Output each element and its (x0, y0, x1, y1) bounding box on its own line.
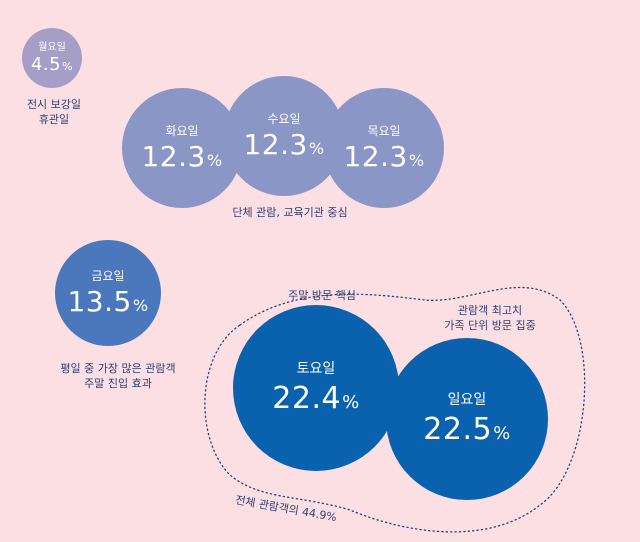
friday-value: 13.5% (67, 285, 149, 318)
thursday-value: 12.3% (343, 140, 425, 173)
sunday-label: 일요일 (447, 392, 487, 408)
wednesday-bubble: 수요일 12.3% (224, 76, 344, 196)
sunday-value: 22.5% (423, 412, 511, 447)
monday-value: 4.5% (30, 53, 74, 75)
thursday-label: 목요일 (367, 124, 401, 138)
friday-note-line2: 주말 진입 효과 (84, 377, 152, 390)
monday-note-line2: 휴관일 (38, 113, 70, 126)
saturday-value: 22.4% (272, 381, 360, 416)
sunday-bubble: 일요일 22.5% (386, 338, 548, 500)
sunday-note: 관람객 최고치 가족 단위 방문 집중 (425, 303, 555, 333)
midweek-note: 단체 관람, 교육기관 중심 (232, 206, 348, 219)
monday-note: 전시 보강일 휴관일 (18, 97, 90, 127)
wednesday-value: 12.3% (243, 128, 325, 161)
monday-bubble: 월요일 4.5% (22, 28, 82, 88)
tuesday-bubble: 화요일 12.3% (122, 88, 242, 208)
friday-note-line1: 평일 중 가장 많은 관람객 (60, 362, 176, 375)
sunday-note-line1: 관람객 최고치 (457, 304, 523, 317)
tuesday-value: 12.3% (141, 140, 223, 173)
saturday-bubble: 토요일 22.4% (233, 305, 399, 471)
friday-bubble: 금요일 13.5% (55, 240, 161, 346)
weekend-core-note: 주말 방문 핵심 (288, 289, 356, 302)
thursday-bubble: 목요일 12.3% (324, 88, 444, 208)
friday-label: 금요일 (91, 269, 125, 283)
sunday-note-line2: 가족 단위 방문 집중 (444, 319, 536, 332)
friday-note: 평일 중 가장 많은 관람객 주말 진입 효과 (48, 361, 188, 391)
monday-label: 월요일 (38, 41, 66, 53)
tuesday-label: 화요일 (165, 124, 199, 138)
wednesday-label: 수요일 (267, 112, 301, 126)
saturday-label: 토요일 (296, 361, 336, 377)
monday-note-line1: 전시 보강일 (26, 98, 82, 111)
